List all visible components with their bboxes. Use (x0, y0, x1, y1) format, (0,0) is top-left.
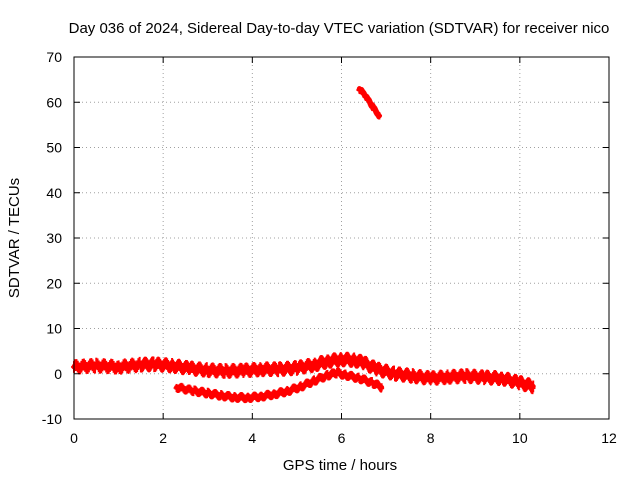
y-tick-label: 50 (46, 140, 62, 156)
y-tick-label: 60 (46, 94, 62, 110)
y-tick-label: 30 (46, 230, 62, 246)
y-tick-label: 20 (46, 275, 62, 291)
series-core-line (174, 370, 385, 401)
y-tick-label: 10 (46, 321, 62, 337)
y-axis-tick-labels: -10 0 10 20 30 40 50 60 70 (42, 49, 62, 427)
y-tick-label: 0 (54, 366, 62, 382)
series-track-3 (356, 86, 383, 120)
x-tick-label: 10 (512, 430, 528, 446)
axis-ticks (73, 56, 610, 420)
data-series (71, 86, 536, 404)
y-tick-label: 70 (46, 49, 62, 65)
x-tick-label: 8 (427, 430, 435, 446)
series-track-2 (173, 367, 385, 404)
x-axis-tick-labels: 0 2 4 6 8 10 12 (70, 430, 617, 446)
plot-area (71, 56, 610, 420)
chart-title: Day 036 of 2024, Sidereal Day-to-day VTE… (69, 20, 610, 37)
x-tick-label: 2 (159, 430, 167, 446)
series-core-line (356, 86, 382, 119)
series-track-1 (71, 351, 536, 395)
y-tick-label: 40 (46, 185, 62, 201)
x-axis-label: GPS time / hours (283, 457, 397, 474)
series-core-line (71, 356, 536, 389)
y-tick-label: -10 (42, 411, 62, 427)
x-tick-label: 0 (70, 430, 78, 446)
grid (74, 57, 609, 419)
x-tick-label: 6 (338, 430, 346, 446)
y-axis-label: SDTVAR / TECUs (6, 178, 23, 298)
x-tick-label: 12 (601, 430, 617, 446)
x-tick-label: 4 (248, 430, 256, 446)
